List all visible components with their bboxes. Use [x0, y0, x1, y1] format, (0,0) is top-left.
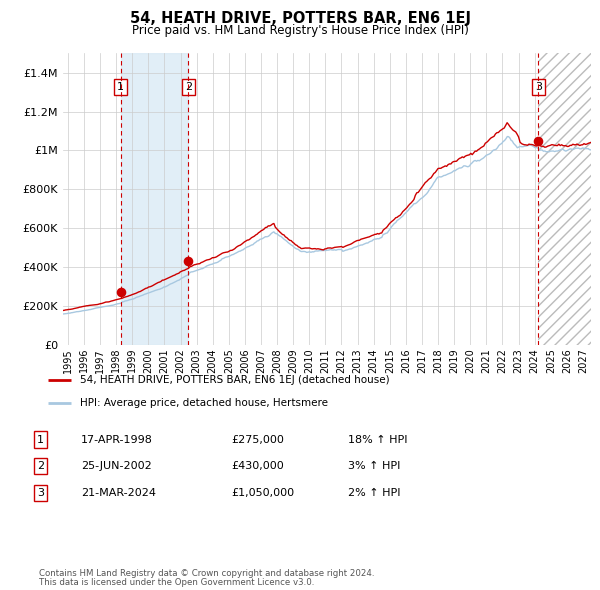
Text: Contains HM Land Registry data © Crown copyright and database right 2024.: Contains HM Land Registry data © Crown c…: [39, 569, 374, 578]
Text: 54, HEATH DRIVE, POTTERS BAR, EN6 1EJ: 54, HEATH DRIVE, POTTERS BAR, EN6 1EJ: [130, 11, 470, 27]
Text: 54, HEATH DRIVE, POTTERS BAR, EN6 1EJ (detached house): 54, HEATH DRIVE, POTTERS BAR, EN6 1EJ (d…: [80, 375, 389, 385]
Point: [116, 287, 125, 296]
Text: 2: 2: [37, 461, 44, 471]
Text: 1: 1: [117, 81, 124, 91]
Bar: [121, 53, 188, 345]
Bar: [538, 53, 591, 345]
Point: [533, 136, 543, 146]
Text: HPI: Average price, detached house, Hertsmere: HPI: Average price, detached house, Hert…: [80, 398, 328, 408]
Text: 21-MAR-2024: 21-MAR-2024: [81, 488, 156, 497]
Text: £275,000: £275,000: [231, 435, 284, 444]
Text: Price paid vs. HM Land Registry's House Price Index (HPI): Price paid vs. HM Land Registry's House …: [131, 24, 469, 37]
Bar: [538, 53, 591, 345]
Text: 17-APR-1998: 17-APR-1998: [81, 435, 153, 444]
Text: 3: 3: [37, 488, 44, 497]
Text: This data is licensed under the Open Government Licence v3.0.: This data is licensed under the Open Gov…: [39, 578, 314, 588]
Text: 2: 2: [185, 81, 192, 91]
Point: [184, 257, 193, 266]
Text: 2% ↑ HPI: 2% ↑ HPI: [348, 488, 401, 497]
Text: £1,050,000: £1,050,000: [231, 488, 294, 497]
Text: 1: 1: [37, 435, 44, 444]
Text: £430,000: £430,000: [231, 461, 284, 471]
Text: 3: 3: [535, 81, 542, 91]
Text: 18% ↑ HPI: 18% ↑ HPI: [348, 435, 407, 444]
Text: 3% ↑ HPI: 3% ↑ HPI: [348, 461, 400, 471]
Text: 25-JUN-2002: 25-JUN-2002: [81, 461, 152, 471]
